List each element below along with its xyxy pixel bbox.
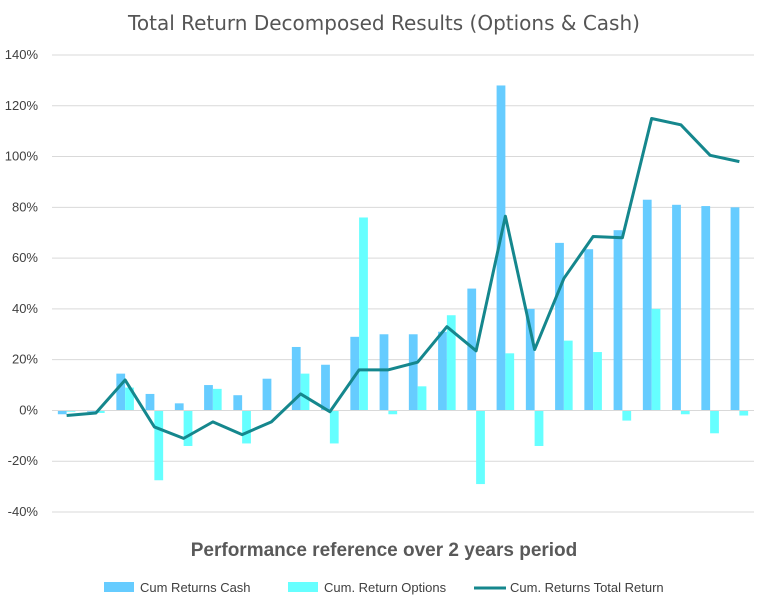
- bar-options: [125, 387, 134, 411]
- bar-cash: [379, 334, 389, 411]
- bar-options: [212, 388, 222, 411]
- bar-cash: [613, 230, 623, 411]
- y-tick-label: -40%: [8, 504, 39, 519]
- bar-cash: [467, 288, 477, 411]
- bar-options: [329, 410, 339, 444]
- bar-cash: [555, 242, 564, 411]
- bar-cash: [321, 364, 330, 411]
- bar-cash: [174, 403, 184, 411]
- bar-options: [66, 410, 76, 412]
- bar-options: [417, 386, 427, 411]
- bar-cash: [87, 410, 96, 412]
- bar-options: [359, 217, 368, 411]
- y-tick-label: 120%: [5, 98, 39, 113]
- bar-cash: [642, 199, 652, 411]
- bar-options: [446, 315, 456, 411]
- bar-cash: [408, 334, 418, 411]
- y-axis-ticks: -40% -20% 0% 20% 40% 60% 80% 100% 120% 140%: [5, 47, 39, 519]
- y-tick-label: 20%: [12, 352, 38, 367]
- legend-label: Cum. Returns Total Return: [510, 580, 664, 595]
- bar-options: [680, 410, 690, 415]
- bar-cash: [496, 85, 506, 411]
- bar-cash: [672, 204, 681, 411]
- bar-cash: [730, 207, 740, 411]
- bar-options: [505, 353, 515, 411]
- y-tick-label: 140%: [5, 47, 39, 62]
- legend-swatch-cash: [104, 582, 134, 592]
- bar-options: [534, 410, 544, 446]
- y-tick-label: 40%: [12, 301, 38, 316]
- bar-options: [242, 410, 251, 444]
- bar-options: [563, 340, 573, 411]
- y-tick-label: -20%: [8, 453, 39, 468]
- legend-label: Cum. Return Options: [324, 580, 447, 595]
- y-tick-label: 100%: [5, 149, 39, 164]
- line-total-return: [66, 116, 740, 440]
- bar-options: [622, 410, 632, 421]
- bar-options: [651, 308, 661, 411]
- bar-options: [183, 410, 193, 446]
- bar-options: [154, 410, 164, 481]
- y-tick-label: 60%: [12, 250, 38, 265]
- bar-cash: [525, 308, 535, 411]
- bar-options: [739, 410, 749, 416]
- line-layer: [66, 116, 740, 440]
- legend-label: Cum Returns Cash: [140, 580, 251, 595]
- bar-options: [388, 410, 398, 415]
- bar-cash: [584, 249, 594, 411]
- bar-cash: [701, 206, 711, 411]
- bar-cash: [291, 346, 301, 411]
- bar-cash: [438, 331, 447, 411]
- y-tick-label: 0%: [19, 402, 38, 417]
- bar-cash: [116, 373, 126, 411]
- chart-title: Total Return Decomposed Results (Options…: [127, 11, 640, 35]
- y-tick-label: 80%: [12, 199, 38, 214]
- bar-cash: [57, 410, 67, 415]
- bar-options: [300, 373, 310, 411]
- bar-options: [593, 352, 602, 411]
- bar-options: [95, 410, 105, 413]
- legend: Cum Returns Cash Cum. Return Options Cum. …: [104, 580, 664, 595]
- bar-cash: [145, 393, 155, 411]
- x-axis-label: Performance reference over 2 years perio…: [191, 540, 578, 561]
- legend-swatch-options: [288, 582, 318, 592]
- bar-cash: [233, 395, 243, 411]
- bar-options: [476, 410, 485, 485]
- bar-cash: [262, 378, 272, 411]
- bar-cash: [204, 385, 213, 411]
- bar-options: [710, 410, 719, 434]
